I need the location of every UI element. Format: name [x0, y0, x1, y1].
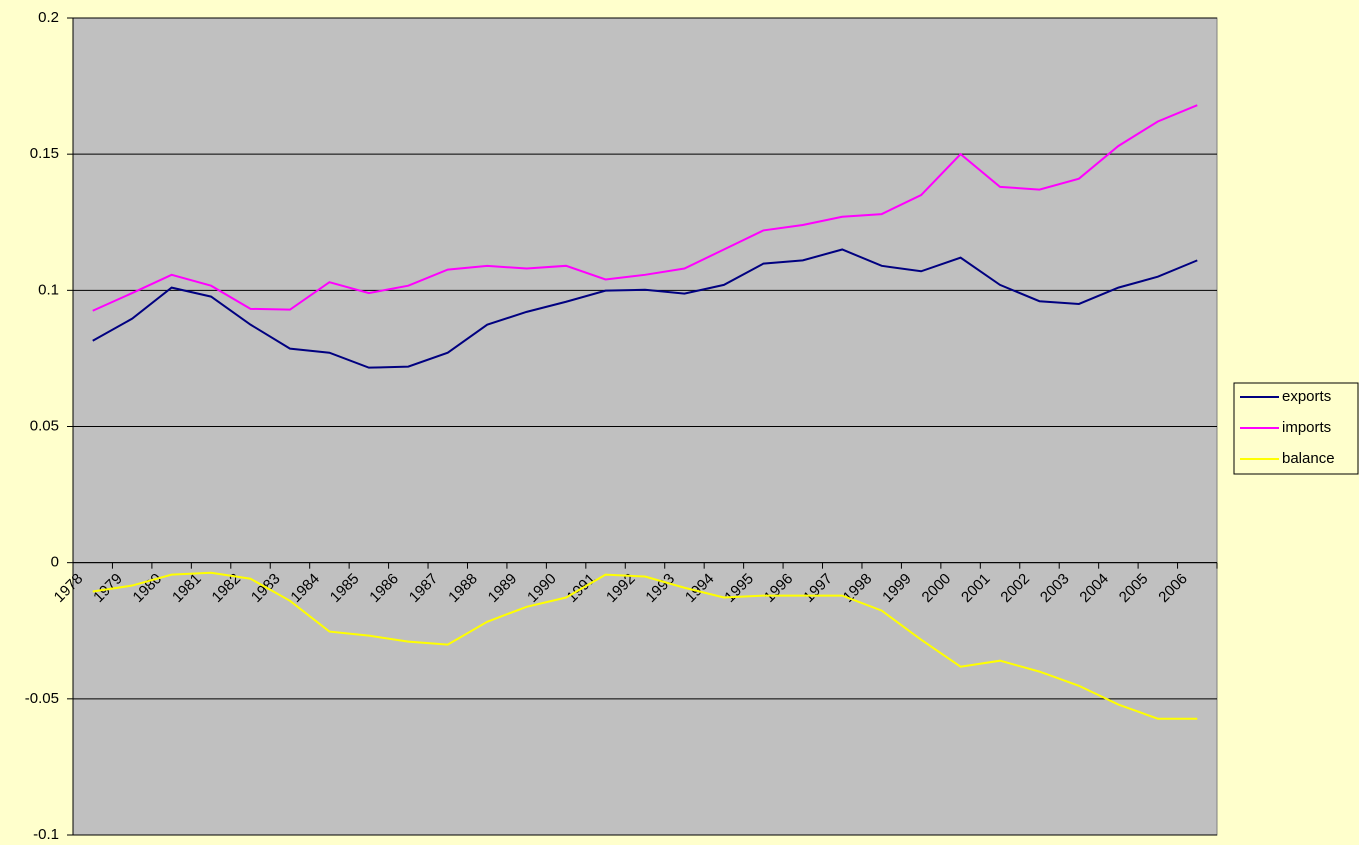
legend-label: balance — [1282, 450, 1335, 467]
y-tick-label: 0.05 — [30, 417, 59, 434]
series-line — [92, 248, 1198, 369]
series-line — [92, 104, 1198, 312]
y-tick-label: 0.1 — [38, 281, 59, 298]
legend-label: imports — [1282, 419, 1331, 436]
series-line — [92, 571, 1198, 720]
y-tick-label: 0 — [51, 554, 59, 571]
y-tick-label: 0.2 — [38, 9, 59, 26]
y-tick-label: -0.05 — [25, 690, 59, 707]
y-tick-label: -0.1 — [33, 826, 59, 843]
legend-label: exports — [1282, 388, 1331, 405]
y-tick-label: 0.15 — [30, 145, 59, 162]
